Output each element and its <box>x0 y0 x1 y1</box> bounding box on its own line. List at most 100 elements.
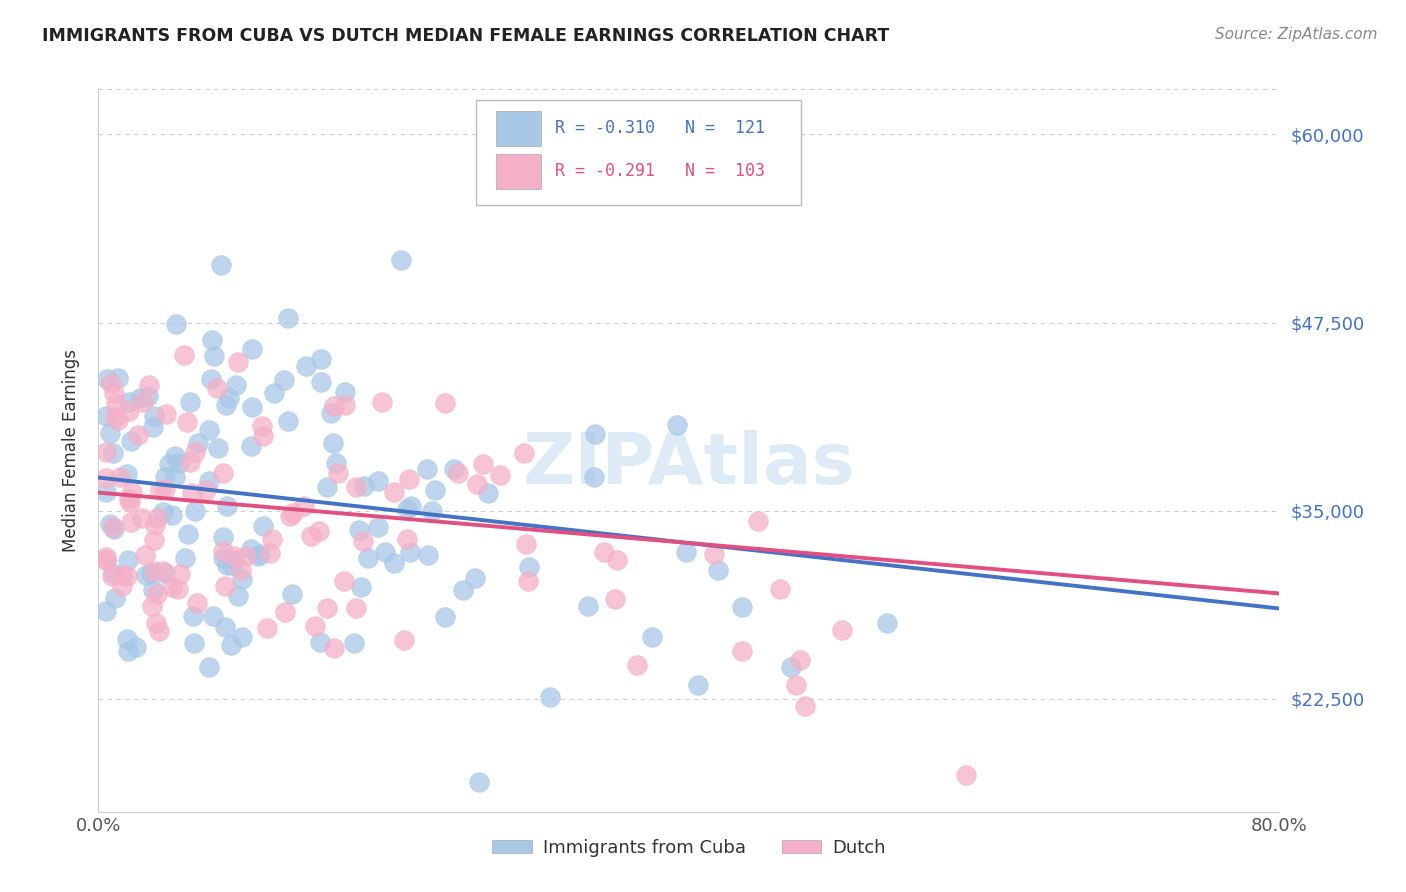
Point <box>273 373 295 387</box>
Point <box>401 499 423 513</box>
Point <box>592 544 614 558</box>
Point <box>308 524 330 538</box>
Point <box>323 399 346 413</box>
Point <box>465 477 488 491</box>
Point <box>231 563 253 577</box>
Point <box>231 572 253 586</box>
Point <box>252 519 274 533</box>
Point <box>94 471 117 485</box>
Point <box>104 410 127 425</box>
Point <box>211 551 233 566</box>
Point <box>583 426 606 441</box>
Point <box>143 518 166 533</box>
Point <box>395 502 418 516</box>
Point <box>198 474 221 488</box>
Point <box>94 484 117 499</box>
Point <box>433 610 456 624</box>
Point <box>136 388 159 402</box>
Point <box>274 605 297 619</box>
Point <box>398 545 420 559</box>
Point <box>686 678 709 692</box>
Point <box>277 311 299 326</box>
Point <box>94 445 117 459</box>
Point <box>207 441 229 455</box>
Text: R = -0.310   N =  121: R = -0.310 N = 121 <box>555 120 765 137</box>
Point <box>101 569 124 583</box>
Point <box>703 548 725 562</box>
Point <box>516 574 538 588</box>
Point <box>214 579 236 593</box>
Point <box>183 635 205 649</box>
Point <box>333 398 356 412</box>
Point <box>179 455 201 469</box>
Point <box>472 457 495 471</box>
Point <box>626 658 648 673</box>
Point <box>148 624 170 638</box>
Point <box>118 404 141 418</box>
Point <box>235 549 257 563</box>
Point <box>153 566 176 581</box>
Point <box>322 435 344 450</box>
Point <box>98 516 121 531</box>
Point <box>117 632 139 646</box>
Point <box>173 348 195 362</box>
Point <box>955 768 977 782</box>
Point <box>353 479 375 493</box>
Point <box>316 600 339 615</box>
Point <box>326 467 349 481</box>
Point <box>202 349 225 363</box>
Point <box>101 566 124 581</box>
Point <box>142 420 165 434</box>
Point <box>262 532 284 546</box>
Point <box>115 467 138 482</box>
Point <box>517 560 540 574</box>
Point <box>181 609 204 624</box>
Point <box>111 579 134 593</box>
Point <box>226 589 249 603</box>
Point <box>316 480 339 494</box>
Point <box>371 395 394 409</box>
Point <box>145 615 167 630</box>
Point <box>120 494 142 508</box>
Point <box>451 583 474 598</box>
Point <box>138 377 160 392</box>
Point <box>142 409 165 423</box>
Text: R = -0.291   N =  103: R = -0.291 N = 103 <box>555 162 765 180</box>
Point <box>222 549 245 563</box>
Point <box>107 413 129 427</box>
Point <box>200 372 222 386</box>
Point <box>184 445 207 459</box>
Point <box>117 553 139 567</box>
Point <box>155 482 177 496</box>
Point <box>416 462 439 476</box>
Point <box>177 527 200 541</box>
Point <box>785 678 807 692</box>
Point <box>225 378 247 392</box>
Point <box>538 690 561 704</box>
Point <box>118 395 141 409</box>
Point <box>350 580 373 594</box>
Point <box>101 520 124 534</box>
Point <box>125 640 148 654</box>
Point <box>433 395 456 409</box>
Point <box>308 635 330 649</box>
Point <box>145 511 167 525</box>
Point <box>665 417 688 432</box>
Point <box>103 522 125 536</box>
Point <box>277 414 299 428</box>
Point <box>249 547 271 561</box>
Point <box>212 543 235 558</box>
Point <box>231 631 253 645</box>
Point <box>344 480 367 494</box>
Point <box>94 553 117 567</box>
Point <box>100 376 122 391</box>
Point <box>94 549 117 564</box>
Point <box>132 394 155 409</box>
Point <box>240 342 263 356</box>
Point <box>141 582 163 597</box>
Point <box>162 508 184 522</box>
Point <box>94 552 117 566</box>
Point <box>120 434 142 448</box>
Point <box>389 252 412 267</box>
Point <box>219 638 242 652</box>
